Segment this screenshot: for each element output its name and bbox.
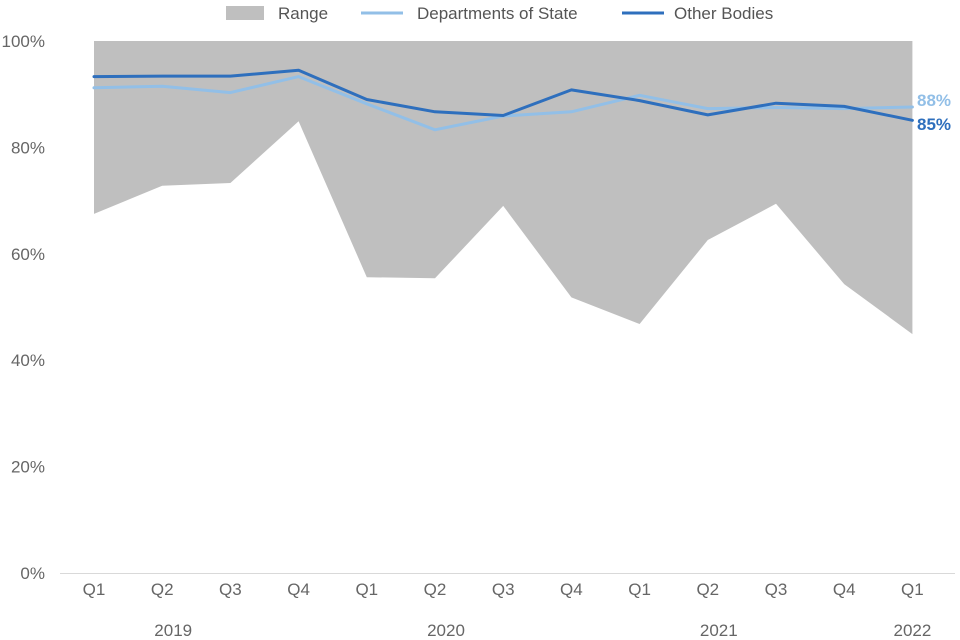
label-layer: 88%85% — [917, 91, 951, 134]
year-label: 2020 — [427, 621, 465, 640]
y-tick-label: 20% — [11, 458, 45, 477]
x-tick-label: Q4 — [833, 580, 856, 599]
y-tick-label: 60% — [11, 245, 45, 264]
range-area — [94, 41, 913, 335]
axes: 0% 20% 40% 60% 80% 100% Q1 Q2 Q3 Q4 Q1 Q2 Q3 Q4 Q1 Q2 Q3… — [2, 32, 955, 640]
legend-swatch-range — [226, 6, 264, 20]
legend-label: Range — [278, 4, 328, 23]
y-tick-label: 80% — [11, 138, 45, 157]
x-tick-label: Q1 — [355, 580, 378, 599]
x-tick-label: Q3 — [765, 580, 788, 599]
legend: Range Departments of State Other Bodies — [226, 4, 773, 23]
series-end-label-1: 85% — [917, 115, 951, 134]
y-tick-label: 100% — [2, 32, 45, 51]
series-layer — [92, 68, 914, 132]
year-label: 2021 — [700, 621, 738, 640]
series-line-1 — [92, 68, 914, 122]
x-tick-label: Q3 — [219, 580, 242, 599]
x-tick-label: Q1 — [628, 580, 651, 599]
x-tick-label: Q2 — [151, 580, 174, 599]
year-label: 2019 — [154, 621, 192, 640]
x-tick-label: Q4 — [287, 580, 310, 599]
x-tick-label: Q3 — [492, 580, 515, 599]
legend-label: Departments of State — [417, 4, 578, 23]
y-tick-label: 0% — [20, 564, 45, 583]
x-tick-label: Q2 — [696, 580, 719, 599]
x-tick-label: Q1 — [901, 580, 924, 599]
range-area-layer — [94, 41, 913, 335]
x-tick-label: Q4 — [560, 580, 583, 599]
x-tick-label: Q2 — [424, 580, 447, 599]
x-tick-label: Q1 — [83, 580, 106, 599]
year-label: 2022 — [893, 621, 931, 640]
series-end-label-0: 88% — [917, 91, 951, 110]
legend-label: Other Bodies — [674, 4, 773, 23]
y-tick-label: 40% — [11, 351, 45, 370]
